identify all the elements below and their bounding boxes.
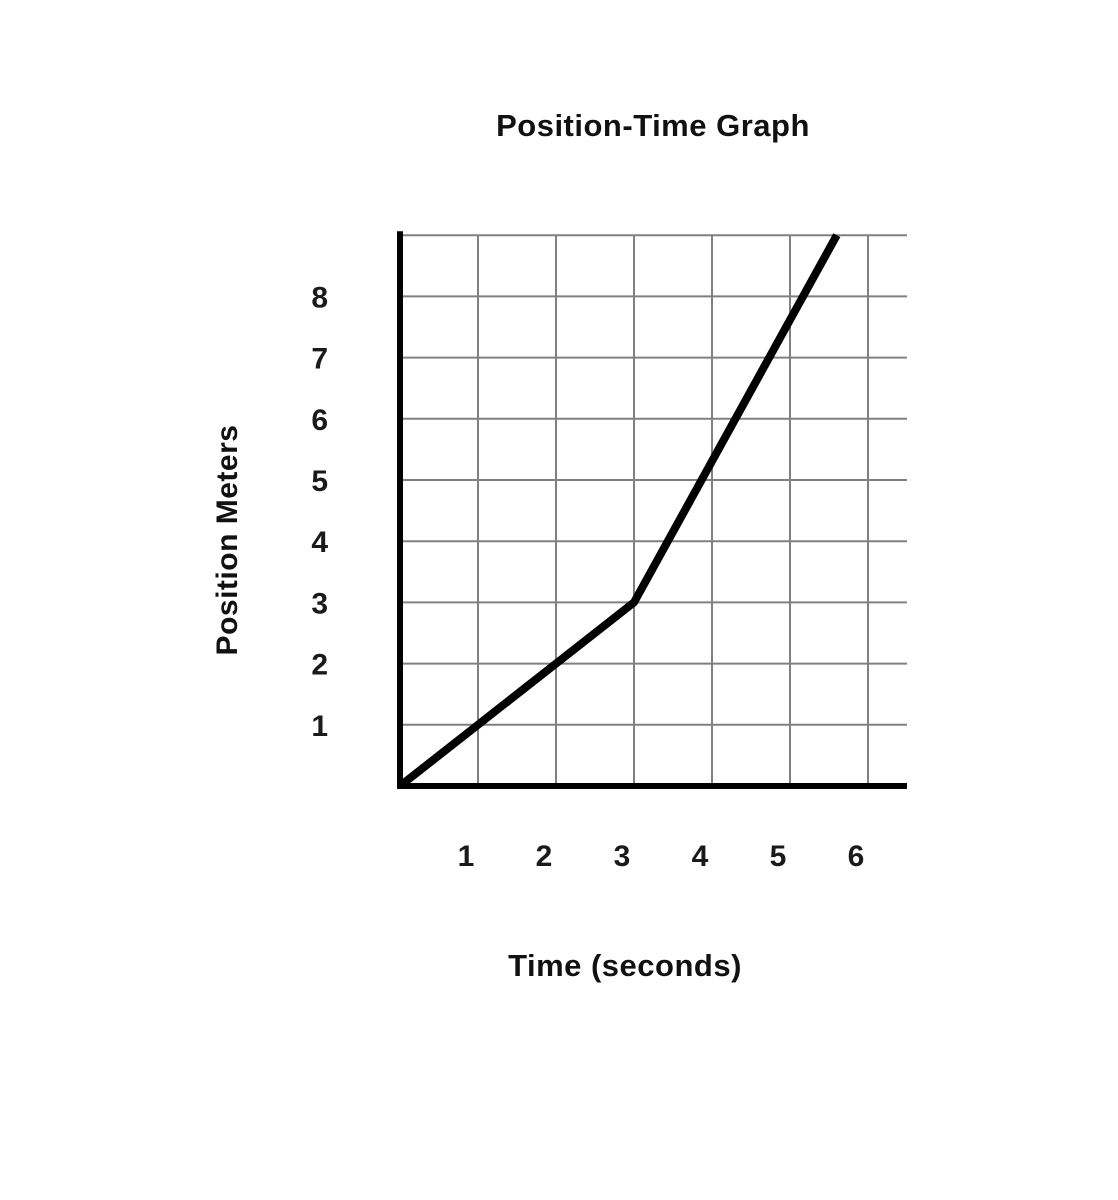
x-axis-label: Time (seconds) (508, 948, 742, 983)
y-tick-label: 4 (311, 526, 328, 559)
x-tick-label: 4 (692, 840, 709, 873)
x-tick-label: 1 (458, 840, 475, 873)
x-tick-label: 6 (848, 840, 865, 873)
x-tick-label: 3 (614, 840, 631, 873)
y-tick-label: 8 (311, 281, 328, 314)
x-tick-label: 2 (536, 840, 553, 873)
y-tick-label: 7 (311, 343, 328, 376)
y-tick-label: 3 (311, 587, 328, 620)
y-tick-label: 1 (311, 710, 328, 743)
y-tick-label: 5 (311, 465, 328, 498)
chart-title: Position-Time Graph (496, 108, 810, 143)
y-tick-label: 6 (311, 404, 328, 437)
y-tick-label: 2 (311, 649, 328, 682)
data-line-position (397, 233, 841, 790)
x-tick-label: 5 (770, 840, 787, 873)
